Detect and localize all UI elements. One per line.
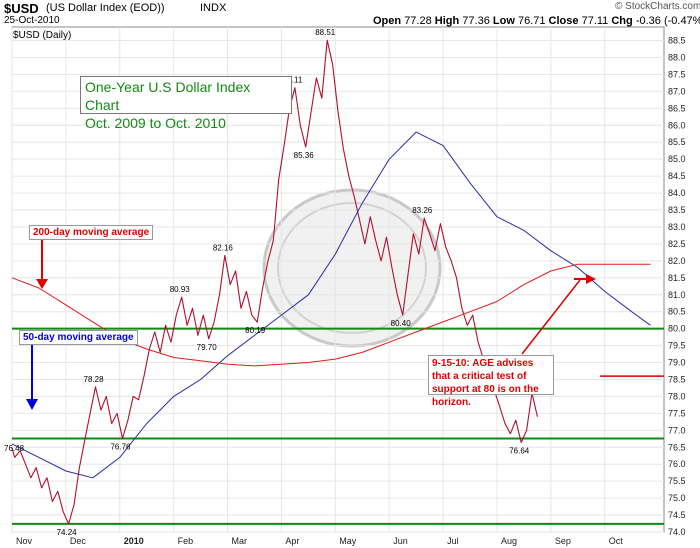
chart-title-line1: One-Year U.S Dollar Index Chart xyxy=(85,79,251,113)
y-tick-label: 87.0 xyxy=(668,86,686,96)
price-label: 82.16 xyxy=(213,243,234,252)
y-tick-label: 76.5 xyxy=(668,442,686,452)
y-tick-label: 74.5 xyxy=(668,510,686,520)
x-tick-label: May xyxy=(339,536,357,546)
y-tick-label: 88.5 xyxy=(668,36,686,46)
ma50-annotation: 50-day moving average xyxy=(19,330,138,345)
y-tick-label: 76.0 xyxy=(668,459,686,469)
x-tick-label: Sep xyxy=(555,536,571,546)
chart-title-box: One-Year U.S Dollar Index Chart Oct. 200… xyxy=(80,76,292,131)
y-tick-label: 75.0 xyxy=(668,493,686,503)
low-value: 76.71 xyxy=(517,15,546,27)
ohlc-readout: Open 77.28 High 77.36 Low 76.71 Close 77… xyxy=(373,15,700,27)
y-tick-label: 79.0 xyxy=(668,358,686,368)
y-tick-label: 80.5 xyxy=(668,307,686,317)
y-tick-label: 78.0 xyxy=(668,391,686,401)
x-tick-label: 2010 xyxy=(124,536,144,546)
ma50-arrow-head-icon xyxy=(26,399,38,410)
y-tick-label: 84.5 xyxy=(668,171,686,181)
x-tick-label: Aug xyxy=(501,536,517,546)
open-label: Open xyxy=(373,15,402,27)
price-label: 88.51 xyxy=(315,28,336,37)
chg-label: Chg xyxy=(611,15,633,27)
symbol: $USD xyxy=(4,1,39,16)
x-tick-label: Dec xyxy=(70,536,87,546)
price-label: 76.76 xyxy=(110,442,131,451)
close-value: 77.11 xyxy=(581,15,609,27)
y-tick-label: 74.0 xyxy=(668,527,686,537)
exchange: INDX xyxy=(200,2,227,14)
x-tick-label: Apr xyxy=(285,536,299,546)
ma200-annotation: 200-day moving average xyxy=(29,225,154,240)
y-tick-label: 77.5 xyxy=(668,408,686,418)
open-value: 77.28 xyxy=(404,15,432,27)
x-tick-label: Oct xyxy=(609,536,624,546)
x-tick-label: Jun xyxy=(393,536,408,546)
y-tick-label: 82.0 xyxy=(668,256,686,266)
y-tick-label: 83.0 xyxy=(668,222,686,232)
x-tick-label: Nov xyxy=(16,536,33,546)
price-label: 83.26 xyxy=(412,206,433,215)
y-tick-label: 85.5 xyxy=(668,137,686,147)
y-tick-label: 82.5 xyxy=(668,239,686,249)
y-tick-label: 86.0 xyxy=(668,120,686,130)
y-tick-label: 75.5 xyxy=(668,476,686,486)
price-label: 85.36 xyxy=(294,151,315,160)
price-label: 74.24 xyxy=(57,528,78,537)
price-label: 80.19 xyxy=(245,326,266,335)
watermark-coin-ring-icon xyxy=(277,202,427,334)
price-label: 76.64 xyxy=(509,447,530,456)
chart-title-line2: Oct. 2009 to Oct. 2010 xyxy=(85,115,226,131)
chg-value: -0.36 (-0.47%) xyxy=(635,15,700,27)
price-label: 80.40 xyxy=(391,319,412,328)
y-tick-label: 80.0 xyxy=(668,324,686,334)
price-label: 87.11 xyxy=(283,76,303,85)
brand-label: © StockCharts.com xyxy=(615,1,700,12)
price-label: 79.70 xyxy=(197,343,218,352)
note-arrow-head-icon xyxy=(586,274,596,284)
high-value: 77.36 xyxy=(462,15,490,27)
y-tick-label: 84.0 xyxy=(668,188,686,198)
index-name: (US Dollar Index (EOD)) xyxy=(46,2,165,14)
price-label: 80.93 xyxy=(170,285,191,294)
x-tick-label: Mar xyxy=(232,536,248,546)
y-tick-label: 88.0 xyxy=(668,53,686,63)
price-label: 76.48 xyxy=(4,444,25,453)
y-tick-label: 83.5 xyxy=(668,205,686,215)
ma200-arrow-head-icon xyxy=(36,279,48,289)
ma50-series-line xyxy=(11,131,651,479)
y-tick-label: 81.5 xyxy=(668,273,686,283)
low-label: Low xyxy=(492,15,515,27)
price-series-line xyxy=(11,39,538,525)
y-tick-label: 85.0 xyxy=(668,154,686,164)
y-tick-label: 78.5 xyxy=(668,374,686,384)
support-note: 9-15-10: AGE advises that a critical tes… xyxy=(428,355,554,408)
chart-date: 25-Oct-2010 xyxy=(4,15,60,26)
x-tick-label: Jul xyxy=(447,536,459,546)
close-label: Close xyxy=(548,15,579,27)
y-tick-label: 87.5 xyxy=(668,69,686,79)
y-tick-label: 77.0 xyxy=(668,425,686,435)
y-tick-label: 81.0 xyxy=(668,290,686,300)
chart-legend: $USD (Daily) xyxy=(13,30,72,41)
high-label: High xyxy=(434,15,460,27)
y-tick-label: 86.5 xyxy=(668,103,686,113)
x-tick-label: Feb xyxy=(178,536,194,546)
y-tick-label: 79.5 xyxy=(668,341,686,351)
price-label: 78.28 xyxy=(84,375,105,384)
note-pointer-line xyxy=(521,279,581,355)
